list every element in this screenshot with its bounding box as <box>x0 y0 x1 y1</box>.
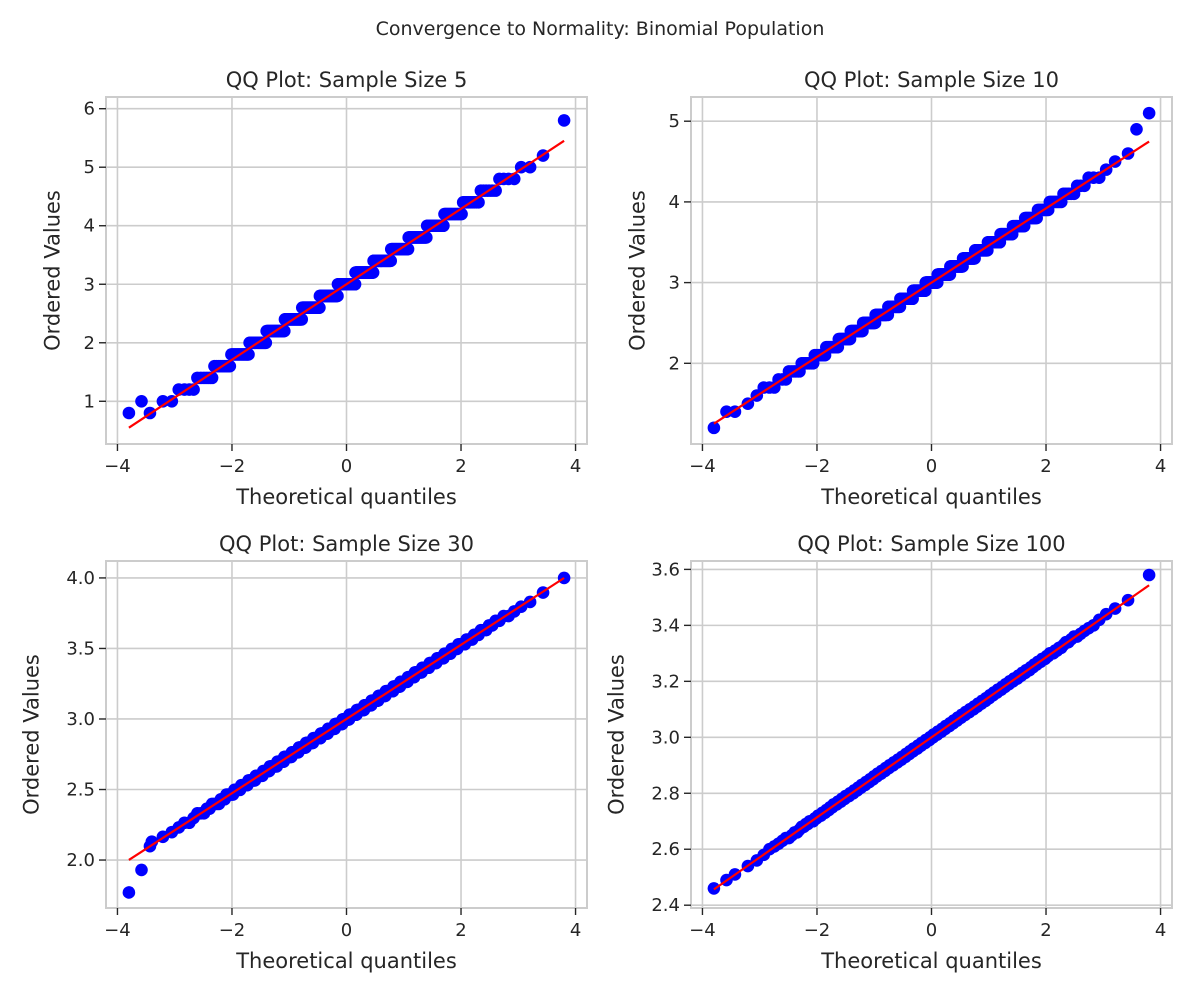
x-tick-label: 2 <box>1040 920 1051 941</box>
y-tick-label: 5 <box>84 157 95 178</box>
y-tick-label: 4.0 <box>66 568 95 589</box>
qq-point <box>122 406 136 420</box>
y-tick-label: 6 <box>84 99 95 120</box>
x-axis-label: Theoretical quantiles <box>820 485 1042 509</box>
y-axis-label: Ordered Values <box>41 190 65 351</box>
qq-point <box>331 289 344 303</box>
reference-fit-line <box>128 577 565 861</box>
y-axis-label: Ordered Values <box>20 654 44 815</box>
panel-title: QQ Plot: Sample Size 10 <box>804 68 1059 92</box>
panel-title: QQ Plot: Sample Size 5 <box>226 68 468 92</box>
x-axis-label: Theoretical quantiles <box>820 949 1042 973</box>
y-tick-label: 2.0 <box>66 850 95 871</box>
y-tick-label: 4 <box>669 192 680 213</box>
qq-plot-panel-1: −4 −2 0 2 4 1 2 3 4 5 6 QQ Plot: Sample Size 5 Theor… <box>41 68 588 509</box>
y-tick-label: 3.4 <box>651 615 680 636</box>
y-tick-label: 3 <box>84 274 95 295</box>
y-tick-label: 3 <box>669 273 680 294</box>
qq-point <box>707 421 721 435</box>
qq-plot-grid: −4 −2 0 2 4 1 2 3 4 5 6 QQ Plot: Sample Size 5 Theor… <box>20 68 1173 973</box>
x-tick-label: 2 <box>455 920 466 941</box>
y-axis-label: Ordered Values <box>626 190 650 351</box>
x-tick-label: −4 <box>104 456 131 477</box>
x-tick-label: −2 <box>804 920 831 941</box>
x-tick-label: 4 <box>1155 920 1166 941</box>
x-tick-label: −2 <box>219 920 246 941</box>
qq-points <box>707 106 1156 435</box>
y-tick-label: 3.0 <box>66 709 95 730</box>
reference-fit-line <box>713 584 1150 891</box>
y-axis-label: Ordered Values <box>605 654 629 815</box>
y-tick-label: 5 <box>669 111 680 132</box>
x-tick-label: 4 <box>1155 456 1166 477</box>
y-tick-label: 2.4 <box>651 895 680 916</box>
qq-point <box>557 114 571 127</box>
y-tick-label: 3.6 <box>651 559 680 580</box>
x-tick-label: 2 <box>1040 456 1051 477</box>
qq-point <box>135 863 148 877</box>
panel-title: QQ Plot: Sample Size 100 <box>797 532 1065 556</box>
qq-point <box>1142 106 1156 120</box>
qq-point <box>720 405 733 419</box>
x-tick-label: 4 <box>570 920 581 941</box>
reference-fit-line <box>713 140 1150 425</box>
y-tick-label: 2.5 <box>66 780 95 801</box>
y-tick-label: 1 <box>84 391 95 412</box>
panel-title: QQ Plot: Sample Size 30 <box>219 532 474 556</box>
x-tick-label: 0 <box>926 456 937 477</box>
x-axis-label: Theoretical quantiles <box>235 949 457 973</box>
qq-point <box>366 266 380 279</box>
y-tick-label: 2 <box>84 333 95 354</box>
x-tick-label: −4 <box>689 456 716 477</box>
x-tick-label: 0 <box>926 920 937 941</box>
x-tick-label: 4 <box>570 456 581 477</box>
x-tick-label: 2 <box>455 456 466 477</box>
y-tick-label: 3.5 <box>66 638 95 659</box>
y-tick-label: 3.2 <box>651 671 680 692</box>
qq-point <box>135 394 148 408</box>
qq-point <box>278 324 291 338</box>
reference-fit-line <box>128 139 565 429</box>
qq-point <box>122 886 136 899</box>
y-tick-label: 2 <box>669 353 680 374</box>
y-tick-label: 4 <box>84 216 95 237</box>
qq-point <box>1130 122 1143 136</box>
qq-point <box>1142 568 1156 582</box>
y-tick-label: 3.0 <box>651 727 680 748</box>
qq-point <box>145 835 159 848</box>
figure-suptitle: Convergence to Normality: Binomial Popul… <box>376 18 825 40</box>
x-axis-label: Theoretical quantiles <box>235 485 457 509</box>
x-tick-label: −4 <box>689 920 716 941</box>
qq-point <box>420 231 433 244</box>
qq-plot-panel-3: −4 −2 0 2 4 2.0 2.5 3.0 3.5 4.0 QQ Plot: Sample Si… <box>20 532 588 973</box>
x-tick-label: 0 <box>341 456 352 477</box>
qq-plot-panel-2: −4 −2 0 2 4 2 3 4 5 QQ Plot: Sample Size 10 Theore… <box>626 68 1173 509</box>
qq-point <box>557 571 571 585</box>
qq-plot-panel-4: −4 −2 0 2 4 2.4 2.6 2.8 3.0 3.2 3.4 3.6 QQ Plot: Sam… <box>605 532 1173 973</box>
y-tick-label: 2.6 <box>651 839 680 860</box>
x-tick-label: 0 <box>341 920 352 941</box>
qq-point <box>384 254 398 268</box>
x-tick-label: −4 <box>104 920 131 941</box>
y-tick-label: 2.8 <box>651 783 680 804</box>
x-tick-label: −2 <box>219 456 246 477</box>
x-tick-label: −2 <box>804 456 831 477</box>
